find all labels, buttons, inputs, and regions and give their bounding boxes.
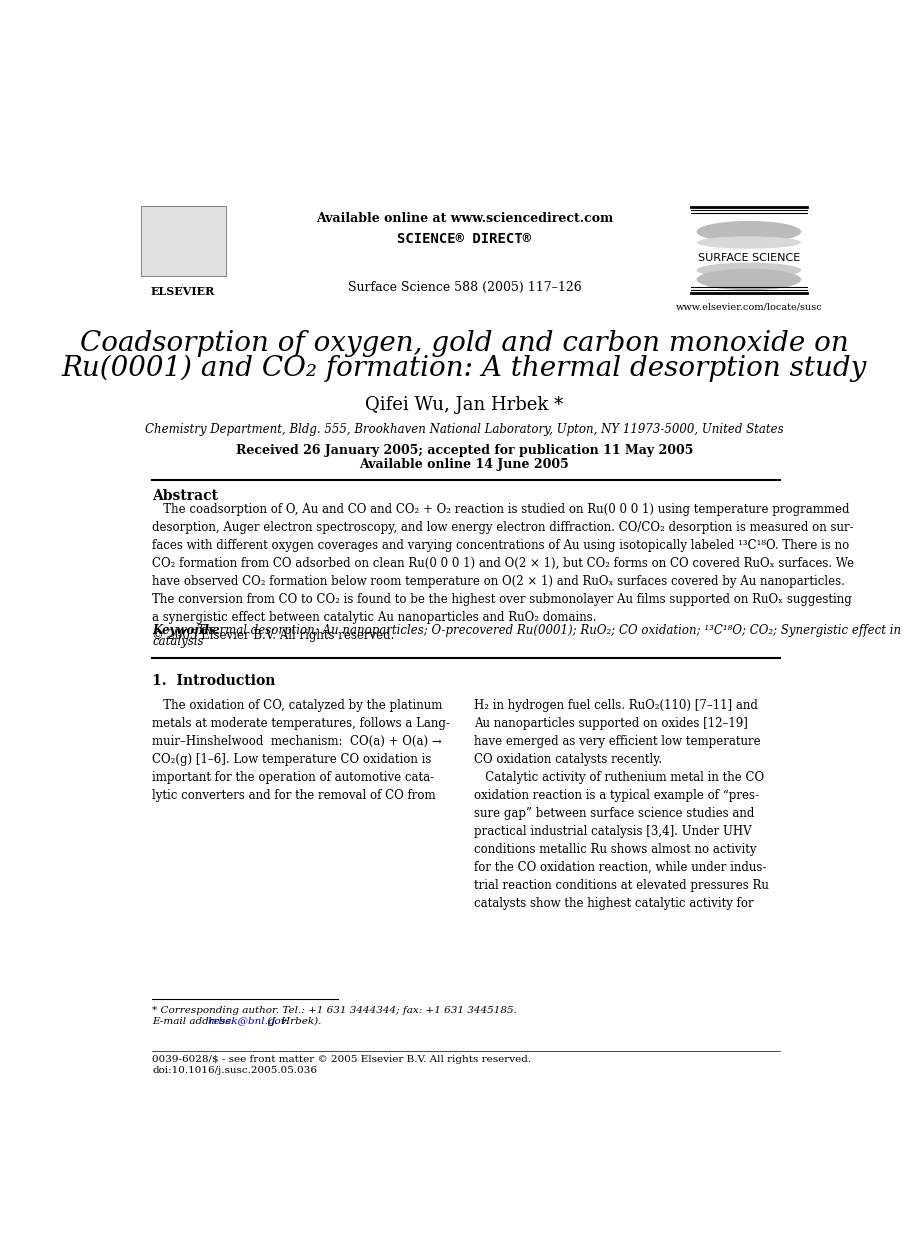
Text: Coadsorption of oxygen, gold and carbon monoxide on: Coadsorption of oxygen, gold and carbon … <box>80 329 849 357</box>
Ellipse shape <box>697 262 801 277</box>
Text: Keywords:: Keywords: <box>152 624 220 638</box>
Text: H₂ in hydrogen fuel cells. RuO₂(110) [7–11] and
Au nanoparticles supported on ox: H₂ in hydrogen fuel cells. RuO₂(110) [7–… <box>473 699 768 910</box>
Text: catalysis: catalysis <box>152 635 204 649</box>
Text: Chemistry Department, Bldg. 555, Brookhaven National Laboratory, Upton, NY 11973: Chemistry Department, Bldg. 555, Brookha… <box>145 422 784 436</box>
Text: Received 26 January 2005; accepted for publication 11 May 2005: Received 26 January 2005; accepted for p… <box>236 444 693 457</box>
Text: SURFACE SCIENCE: SURFACE SCIENCE <box>697 253 800 262</box>
Bar <box>141 207 226 276</box>
Text: Available online at www.sciencedirect.com: Available online at www.sciencedirect.co… <box>316 212 613 225</box>
Text: Available online 14 June 2005: Available online 14 June 2005 <box>359 458 570 472</box>
Text: The oxidation of CO, catalyzed by the platinum
metals at moderate temperatures, : The oxidation of CO, catalyzed by the pl… <box>152 699 450 802</box>
Text: 0039-6028/$ - see front matter © 2005 Elsevier B.V. All rights reserved.: 0039-6028/$ - see front matter © 2005 El… <box>152 1055 532 1063</box>
Text: ELSEVIER: ELSEVIER <box>151 286 215 297</box>
Ellipse shape <box>697 269 801 290</box>
Text: Abstract: Abstract <box>152 489 218 503</box>
Text: hrbek@bnl.gov: hrbek@bnl.gov <box>208 1018 288 1026</box>
Text: (J. Hrbek).: (J. Hrbek). <box>264 1018 321 1026</box>
Text: E-mail address:: E-mail address: <box>152 1018 238 1026</box>
Text: Surface Science 588 (2005) 117–126: Surface Science 588 (2005) 117–126 <box>347 281 581 293</box>
Text: Ru(0001) and CO₂ formation: A thermal desorption study: Ru(0001) and CO₂ formation: A thermal de… <box>62 355 867 383</box>
Text: doi:10.1016/j.susc.2005.05.036: doi:10.1016/j.susc.2005.05.036 <box>152 1066 317 1075</box>
Text: * Corresponding author. Tel.: +1 631 3444344; fax: +1 631 3445185.: * Corresponding author. Tel.: +1 631 344… <box>152 1005 517 1015</box>
Text: SCIENCE® DIRECT®: SCIENCE® DIRECT® <box>397 232 532 245</box>
Ellipse shape <box>697 236 801 249</box>
Ellipse shape <box>697 220 801 243</box>
Text: 1.  Introduction: 1. Introduction <box>152 673 276 687</box>
Text: Thermal desorption; Au nanoparticles; O-precovered Ru(0001); RuO₂; CO oxidation;: Thermal desorption; Au nanoparticles; O-… <box>197 624 902 638</box>
Text: www.elsevier.com/locate/susc: www.elsevier.com/locate/susc <box>676 302 823 312</box>
Text: The coadsorption of O, Au and CO and CO₂ + O₂ reaction is studied on Ru(0 0 0 1): The coadsorption of O, Au and CO and CO₂… <box>152 503 854 641</box>
Text: Qifei Wu, Jan Hrbek *: Qifei Wu, Jan Hrbek * <box>366 396 563 415</box>
